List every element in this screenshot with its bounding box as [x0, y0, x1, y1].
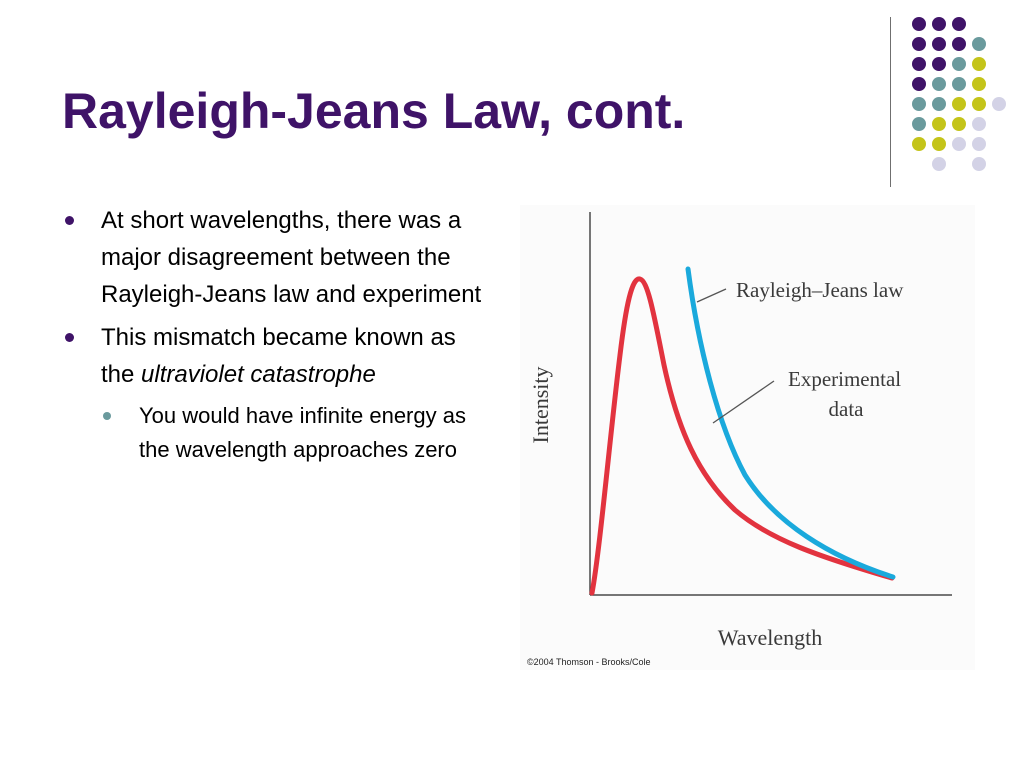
experimental-label-line1: Experimental	[788, 367, 901, 391]
bullet-marker	[65, 333, 74, 342]
decorative-dot	[912, 77, 926, 91]
figure-credit: ©2004 Thomson - Brooks/Cole	[527, 657, 651, 667]
decorative-dot	[932, 137, 946, 151]
bullet-emphasis-text: ultraviolet catastrophe	[141, 361, 376, 388]
decorative-dot	[952, 57, 966, 71]
decorative-dot	[952, 17, 966, 31]
decorative-dot	[972, 77, 986, 91]
blackbody-radiation-figure: Rayleigh–Jeans law Experimental data Int…	[520, 205, 975, 670]
x-axis-label: Wavelength	[718, 625, 823, 650]
decorative-dot	[972, 57, 986, 71]
decorative-dot	[932, 17, 946, 31]
decorative-dot	[932, 77, 946, 91]
bullet-text: At short wavelengths, there was a major …	[101, 207, 482, 308]
title-divider-line	[890, 17, 891, 187]
bullet-item: At short wavelengths, there was a major …	[62, 202, 492, 313]
decorative-dot	[972, 97, 986, 111]
decorative-dot	[932, 157, 946, 171]
figure-svg: Rayleigh–Jeans law Experimental data Int…	[528, 212, 952, 650]
decorative-dot	[952, 97, 966, 111]
decorative-dot	[952, 77, 966, 91]
decorative-dot	[912, 37, 926, 51]
rayleigh-jeans-leader-line	[696, 288, 727, 303]
decorative-dot	[932, 37, 946, 51]
decorative-dot	[912, 137, 926, 151]
decorative-dot	[992, 97, 1006, 111]
decorative-dot	[972, 157, 986, 171]
y-axis-label: Intensity	[528, 367, 553, 444]
decorative-dot	[912, 97, 926, 111]
sub-bullet-marker	[103, 412, 111, 420]
decorative-dot	[952, 37, 966, 51]
decorative-dot	[932, 97, 946, 111]
decorative-dot	[972, 117, 986, 131]
decorative-dot	[952, 137, 966, 151]
decorative-dot	[912, 57, 926, 71]
decorative-dot	[972, 37, 986, 51]
decorative-dot	[912, 117, 926, 131]
bullet-item: This mismatch became known as the ultrav…	[62, 319, 492, 467]
sub-bullet-list: You would have infinite energy as the wa…	[101, 399, 492, 467]
decorative-dot	[972, 137, 986, 151]
experimental-leader-line	[712, 380, 775, 424]
experimental-data-curve	[589, 276, 895, 596]
rayleigh-jeans-curve	[685, 266, 896, 580]
rayleigh-jeans-label: Rayleigh–Jeans law	[736, 278, 904, 302]
experimental-label-line2: data	[829, 397, 865, 421]
bullet-list: At short wavelengths, there was a major …	[62, 202, 492, 473]
decorative-dot	[912, 17, 926, 31]
slide-title: Rayleigh-Jeans Law, cont.	[62, 83, 686, 139]
bullet-text: This mismatch became known as the	[101, 324, 456, 388]
decorative-dot	[932, 117, 946, 131]
bullet-marker	[65, 216, 74, 225]
sub-bullet-item: You would have infinite energy as the wa…	[101, 399, 492, 467]
decorative-dot	[952, 117, 966, 131]
decorative-dot	[932, 57, 946, 71]
sub-bullet-text: You would have infinite energy as the wa…	[139, 403, 466, 462]
